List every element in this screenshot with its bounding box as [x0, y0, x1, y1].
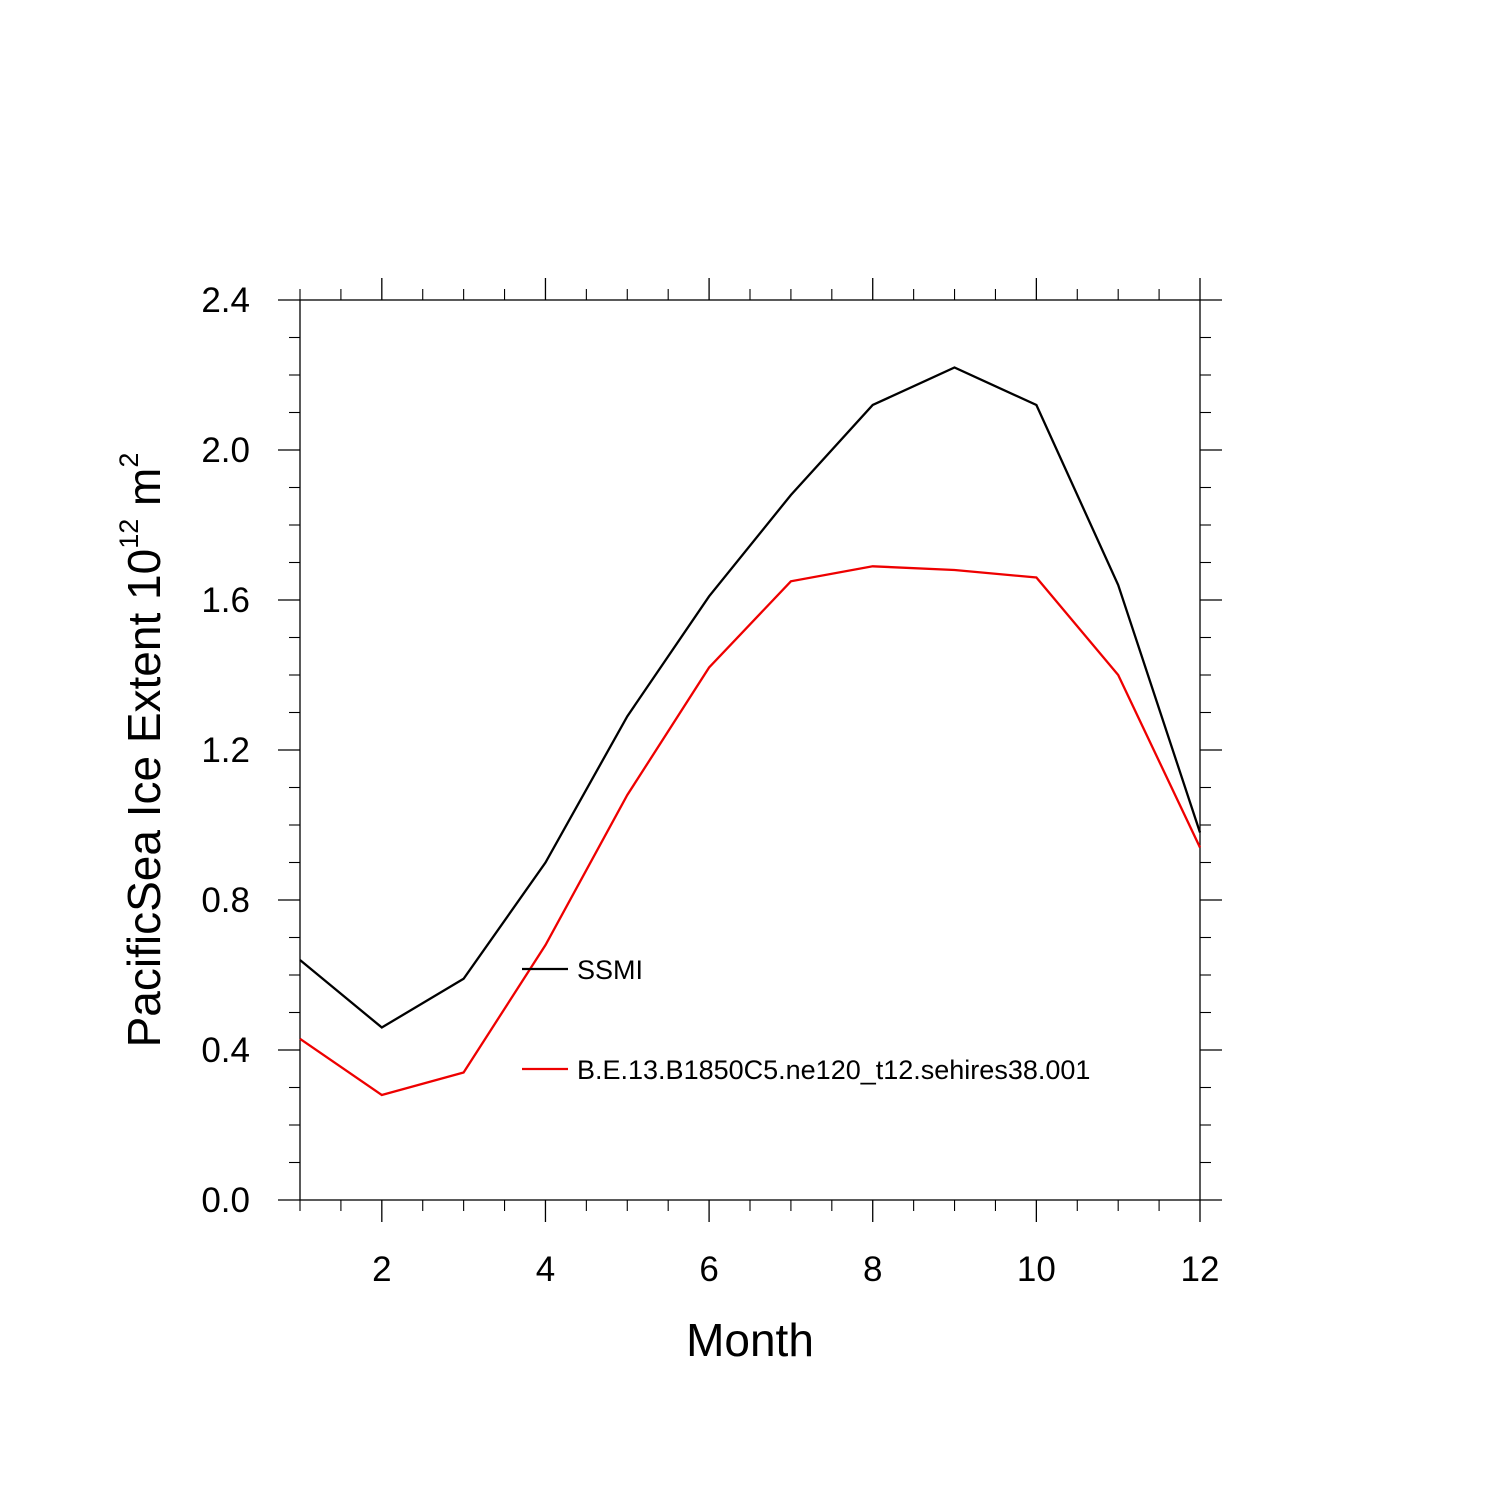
y-axis-label-prefix: PacificSea Ice Extent 10 [118, 549, 170, 1048]
x-tick-label: 10 [1017, 1250, 1056, 1289]
x-tick-label: 6 [699, 1250, 718, 1289]
y-tick-label: 0.8 [201, 881, 250, 920]
legend-label: SSMI [577, 955, 643, 985]
y-axis-label: PacificSea Ice Extent 1012 m2 [114, 453, 170, 1048]
series-lines [299, 366, 1202, 1097]
x-tick-label: 8 [863, 1250, 882, 1289]
y-axis-label-unit: m [118, 468, 170, 519]
x-tick-label: 4 [536, 1250, 555, 1289]
y-axis-label-exponent: 12 [114, 519, 144, 549]
y-axis-label-unit-exponent: 2 [114, 453, 144, 468]
series-line-1 [299, 366, 1202, 1029]
y-tick-label: 2.0 [201, 431, 250, 470]
y-tick-label: 0.4 [201, 1031, 250, 1070]
legend-label: B.E.13.B1850C5.ne120_t12.sehires38.001 [577, 1055, 1090, 1085]
tick-labels: 2 4 6 8 10 12 0.0 0.4 0.8 1.2 1.6 2.0 2.4 [201, 281, 1219, 1289]
x-tick-label: 2 [372, 1250, 391, 1289]
x-tick-label: 12 [1181, 1250, 1220, 1289]
series-line-2 [299, 565, 1202, 1097]
y-tick-label: 2.4 [201, 281, 250, 320]
y-tick-label: 1.2 [201, 731, 250, 770]
y-tick-label: 1.6 [201, 581, 250, 620]
minor-ticks [289, 289, 1211, 1211]
x-axis-label: Month [686, 1314, 814, 1366]
plot-frame [299, 299, 1201, 1201]
major-ticks [278, 278, 1222, 1222]
y-tick-label: 0.0 [201, 1181, 250, 1220]
legend: SSMI B.E.13.B1850C5.ne120_t12.sehires38.0… [522, 955, 1090, 1085]
